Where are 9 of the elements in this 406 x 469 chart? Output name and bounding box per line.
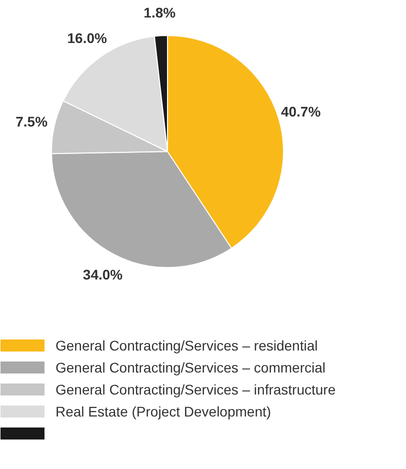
data-label: 40.7% bbox=[280, 103, 322, 120]
data-label: 7.5% bbox=[16, 114, 48, 130]
data-label: 1.8% bbox=[144, 4, 176, 21]
legend-label: General Contracting/Services – residential bbox=[56, 338, 318, 354]
legend-label: General Contracting/Services – infrastructure bbox=[56, 382, 336, 398]
data-label: 34.0% bbox=[82, 266, 124, 283]
legend-label: General Contracting/Services – commercial bbox=[56, 360, 326, 376]
data-label: 16.0% bbox=[67, 30, 108, 46]
legend-label: Real Estate (Project Development) bbox=[56, 404, 272, 420]
